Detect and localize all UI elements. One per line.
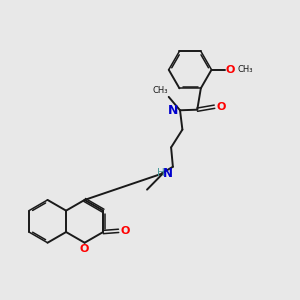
Text: O: O (80, 244, 89, 254)
Text: H: H (157, 168, 164, 178)
Text: O: O (216, 102, 226, 112)
Text: O: O (120, 226, 130, 236)
Text: N: N (168, 104, 178, 117)
Text: N: N (163, 167, 173, 180)
Text: O: O (226, 65, 235, 75)
Text: CH₃: CH₃ (237, 65, 253, 74)
Text: CH₃: CH₃ (152, 86, 167, 95)
